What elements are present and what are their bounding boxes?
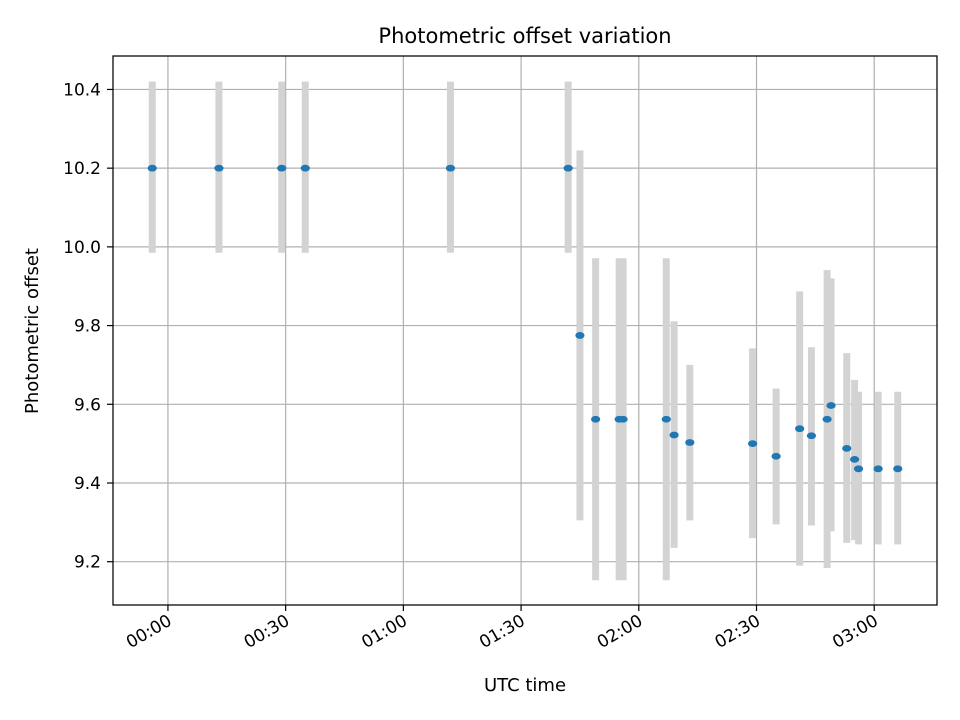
data-point	[445, 164, 456, 172]
data-point	[661, 415, 671, 423]
x-tick-label: 00:30	[241, 611, 293, 653]
y-tick-label: 10.2	[63, 159, 101, 179]
y-tick-label: 9.4	[74, 474, 101, 494]
x-tick-label: 02:00	[594, 611, 646, 653]
x-tick-label: 00:00	[123, 611, 175, 653]
data-point	[618, 415, 628, 423]
x-tick-label: 03:00	[829, 611, 881, 653]
data-point	[685, 439, 695, 446]
grid	[113, 56, 937, 605]
y-tick-label: 10.4	[63, 80, 101, 100]
chart-title: Photometric offset variation	[378, 24, 671, 48]
data-point	[147, 164, 157, 172]
data-point	[563, 164, 573, 172]
data-point	[575, 332, 585, 339]
y-axis-label: Photometric offset	[22, 248, 43, 414]
data-point	[822, 415, 832, 423]
y-tick-label: 10.0	[63, 238, 101, 258]
data-point	[853, 465, 864, 473]
error-bars	[148, 81, 902, 581]
data-points	[147, 164, 903, 473]
data-point	[747, 440, 758, 448]
x-tick-label: 01:30	[476, 611, 528, 653]
data-point	[214, 164, 224, 172]
data-point	[806, 432, 817, 440]
data-point	[795, 425, 805, 433]
data-point	[277, 164, 287, 172]
data-point	[591, 415, 601, 423]
data-point	[842, 444, 852, 452]
data-point	[826, 402, 836, 409]
data-point	[893, 465, 903, 473]
y-tick-label: 9.8	[74, 317, 101, 337]
y-tick-label: 9.2	[74, 553, 101, 573]
plot-frame	[112, 55, 938, 606]
data-point	[873, 465, 883, 473]
x-tick-label: 01:00	[358, 611, 410, 653]
x-axis-label: UTC time	[484, 675, 566, 696]
x-axis-ticks: 00:00 00:30 01:00 01:30 02:00 02:30 03:00	[123, 605, 882, 653]
y-axis-ticks: 9.2 9.4 9.6 9.8 10.0 10.2 10.4	[63, 80, 113, 573]
data-point	[300, 164, 310, 172]
data-point	[850, 455, 860, 463]
data-point	[771, 452, 781, 460]
y-tick-label: 9.6	[74, 395, 101, 415]
x-tick-label: 02:30	[712, 611, 764, 653]
data-point	[669, 431, 679, 439]
